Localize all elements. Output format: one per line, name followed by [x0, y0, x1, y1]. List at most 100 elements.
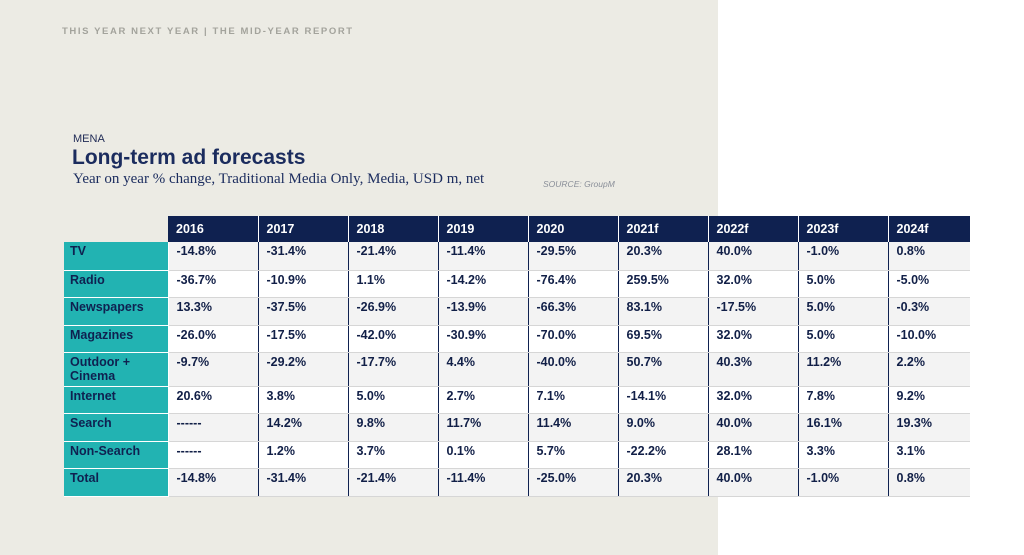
table-cell: -76.4% — [528, 270, 619, 298]
table-cell: -14.8% — [168, 468, 259, 497]
table-cell: 0.8% — [888, 468, 970, 497]
row-label: Outdoor + Cinema — [64, 352, 169, 387]
table-cell: -17.7% — [348, 352, 439, 387]
table-cell: -1.0% — [798, 468, 889, 497]
table-cell: 83.1% — [618, 297, 709, 326]
table-cell: -1.0% — [798, 242, 889, 271]
table-cell: -0.3% — [888, 297, 970, 326]
table-cell: ------ — [168, 441, 259, 469]
table-row: Non-Search ------ 1.2% 3.7% 0.1% 5.7% -22.2% 28… — [64, 441, 970, 469]
column-header: 2023f — [798, 216, 889, 242]
report-header: THIS YEAR NEXT YEAR | THE MID-YEAR REPOR… — [62, 26, 354, 37]
table-cell: 13.3% — [168, 297, 259, 326]
table-cell: 2.2% — [888, 352, 970, 387]
column-header: 2020 — [528, 216, 619, 242]
table-cell: -37.5% — [258, 297, 349, 326]
row-label: Newspapers — [64, 297, 169, 326]
column-header: 2018 — [348, 216, 439, 242]
column-header: 2019 — [438, 216, 529, 242]
row-label: Magazines — [64, 325, 169, 353]
table-cell: -40.0% — [528, 352, 619, 387]
table-row: TV -14.8% -31.4% -21.4% -11.4% -29.5% 20.3% 40.… — [64, 242, 970, 271]
table-header: 2016 2017 2018 2019 2020 2021f 2022f 202… — [64, 216, 971, 242]
table-cell: 20.6% — [168, 386, 259, 414]
table-cell: -17.5% — [708, 297, 799, 326]
table-cell: 9.0% — [618, 413, 709, 442]
table-cell: 4.4% — [438, 352, 529, 387]
table-cell: 9.2% — [888, 386, 970, 414]
row-label: Search — [64, 413, 169, 442]
table-cell: -10.0% — [888, 325, 970, 353]
page-title: Long-term ad forecasts — [72, 146, 306, 169]
table-cell: 5.0% — [798, 270, 889, 298]
table-cell: -10.9% — [258, 270, 349, 298]
column-header: 2021f — [618, 216, 709, 242]
table-cell: -29.2% — [258, 352, 349, 387]
row-label: Internet — [64, 386, 169, 414]
table-cell: -11.4% — [438, 468, 529, 497]
table-cell: 19.3% — [888, 413, 970, 442]
table-cell: -21.4% — [348, 468, 439, 497]
table-cell: 0.8% — [888, 242, 970, 271]
table-row: Magazines -26.0% -17.5% -42.0% -30.9% -70.0% 6… — [64, 325, 970, 353]
table-cell: -14.1% — [618, 386, 709, 414]
table-cell: 3.1% — [888, 441, 970, 469]
table-row: Outdoor + Cinema -9.7% -29.2% -17.7% 4.4% -40… — [64, 352, 970, 387]
table-cell: -5.0% — [888, 270, 970, 298]
table-cell: -36.7% — [168, 270, 259, 298]
source-note: SOURCE: GroupM — [543, 179, 615, 189]
table-cell: -14.2% — [438, 270, 529, 298]
table-cell: 16.1% — [798, 413, 889, 442]
table-cell: 50.7% — [618, 352, 709, 387]
table-cell: 28.1% — [708, 441, 799, 469]
table-cell: 3.8% — [258, 386, 349, 414]
table-cell: 2.7% — [438, 386, 529, 414]
table-row: Newspapers 13.3% -37.5% -26.9% -13.9% -66.3% 8… — [64, 297, 970, 326]
table-cell: 7.1% — [528, 386, 619, 414]
table-cell: 1.1% — [348, 270, 439, 298]
table-row: Search ------ 14.2% 9.8% 11.7% 11.4% 9.0% 40.0%… — [64, 413, 970, 442]
table-body: TV -14.8% -31.4% -21.4% -11.4% -29.5% 20.3% 40.… — [64, 242, 970, 497]
table-cell: 14.2% — [258, 413, 349, 442]
table-cell: 69.5% — [618, 325, 709, 353]
table-cell: 32.0% — [708, 386, 799, 414]
table-cell: 11.7% — [438, 413, 529, 442]
region-label: MENA — [73, 133, 105, 145]
table-cell: 40.3% — [708, 352, 799, 387]
table-cell: 40.0% — [708, 242, 799, 271]
table-cell: -31.4% — [258, 468, 349, 497]
table-cell: -30.9% — [438, 325, 529, 353]
table-cell: 3.7% — [348, 441, 439, 469]
table-cell: -66.3% — [528, 297, 619, 326]
table-cell: 9.8% — [348, 413, 439, 442]
row-label: Radio — [64, 270, 169, 298]
table-cell: -21.4% — [348, 242, 439, 271]
table-cell: 5.0% — [798, 325, 889, 353]
table-cell: -26.0% — [168, 325, 259, 353]
table-cell: 20.3% — [618, 242, 709, 271]
table-cell: -9.7% — [168, 352, 259, 387]
table-cell: -42.0% — [348, 325, 439, 353]
table-cell: -31.4% — [258, 242, 349, 271]
table-cell: 32.0% — [708, 270, 799, 298]
table-cell: 40.0% — [708, 468, 799, 497]
table-cell: 5.0% — [348, 386, 439, 414]
table-cell: 11.2% — [798, 352, 889, 387]
table-cell: 259.5% — [618, 270, 709, 298]
table-row: Total -14.8% -31.4% -21.4% -11.4% -25.0% 20.3%… — [64, 468, 970, 497]
table-cell: ------ — [168, 413, 259, 442]
forecast-table: 2016 2017 2018 2019 2020 2021f 2022f 202… — [64, 216, 971, 497]
page-subtitle: Year on year % change, Traditional Media… — [73, 171, 485, 187]
table-cell: -70.0% — [528, 325, 619, 353]
table-cell: -22.2% — [618, 441, 709, 469]
table-cell: 11.4% — [528, 413, 619, 442]
table-cell: 20.3% — [618, 468, 709, 497]
column-header: 2017 — [258, 216, 349, 242]
table-cell: 1.2% — [258, 441, 349, 469]
table-cell: -26.9% — [348, 297, 439, 326]
table-cell: -17.5% — [258, 325, 349, 353]
table-cell: 32.0% — [708, 325, 799, 353]
table-cell: -13.9% — [438, 297, 529, 326]
table-row: Radio -36.7% -10.9% 1.1% -14.2% -76.4% 259.5% 3… — [64, 270, 970, 298]
table-cell: 0.1% — [438, 441, 529, 469]
